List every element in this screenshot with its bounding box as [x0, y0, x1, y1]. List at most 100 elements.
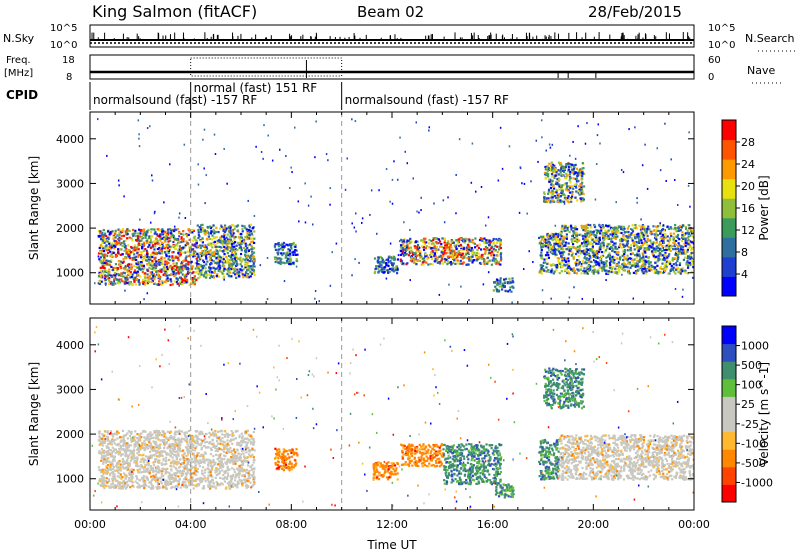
echo-cell: [640, 239, 643, 242]
echo-cell: [612, 236, 615, 240]
echo-cell: [449, 243, 453, 246]
echo-cell: [146, 255, 149, 258]
echo-cell: [105, 234, 108, 238]
sparse-echo: [474, 190, 477, 193]
echo-cell: [112, 274, 116, 277]
echo-cell: [588, 257, 591, 261]
echo-cell: [428, 242, 431, 245]
echo-cell: [273, 257, 277, 261]
sparse-echo: [468, 299, 470, 302]
echo-cell: [152, 253, 155, 257]
echo-cell: [165, 262, 169, 266]
echo-cell: [655, 232, 658, 235]
echo-cell: [562, 237, 565, 241]
echo-cell: [468, 239, 471, 242]
echo-cell: [375, 265, 378, 268]
echo-cell: [163, 251, 167, 254]
echo-cell: [621, 263, 624, 266]
echo-cell: [129, 251, 133, 254]
echo-cell: [448, 242, 451, 245]
echo-cell: [98, 258, 101, 261]
echo-cell: [633, 244, 636, 248]
echo-cell: [483, 258, 486, 261]
echo-cell: [274, 243, 277, 246]
echo-cell: [503, 278, 506, 281]
echo-cell: [641, 252, 645, 255]
echo-cell: [557, 248, 560, 251]
echo-cell: [442, 254, 445, 257]
echo-cell: [549, 243, 552, 247]
echo-cell: [150, 277, 153, 280]
echo-cell: [296, 253, 299, 256]
echo-cell: [686, 266, 690, 269]
echo-cell: [463, 241, 466, 244]
echo-cell: [548, 246, 552, 249]
echo-cell: [494, 248, 497, 252]
echo-cell: [678, 262, 682, 265]
echo-cell: [585, 241, 588, 244]
echo-cell: [378, 265, 381, 268]
echo-cell: [146, 269, 149, 272]
echo-cell: [449, 250, 452, 253]
echo-cell: [215, 258, 218, 261]
echo-cell: [667, 272, 670, 275]
echo-cell: [567, 201, 571, 204]
echo-cell: [600, 250, 604, 254]
sparse-echo: [329, 203, 331, 206]
echo-cell: [496, 245, 499, 248]
echo-cell: [295, 258, 298, 261]
echo-cell: [250, 232, 253, 235]
echo-cell: [590, 260, 593, 264]
echo-cell: [612, 244, 615, 247]
echo-cell: [662, 271, 665, 275]
echo-cell: [175, 268, 178, 271]
echo-cell: [289, 258, 292, 261]
echo-cell: [124, 239, 127, 242]
echo-cell: [216, 273, 219, 276]
sparse-echo: [203, 167, 205, 170]
echo-cell: [639, 257, 642, 261]
echo-cell: [428, 238, 431, 242]
sparse-echo: [551, 143, 554, 146]
echo-cell: [151, 244, 154, 247]
echo-cell: [571, 171, 575, 174]
echo-cell: [691, 262, 694, 265]
echo-cell: [543, 258, 546, 261]
echo-cell: [233, 241, 237, 244]
echo-cell: [554, 182, 558, 186]
echo-cell: [656, 264, 659, 267]
echo-cell: [290, 247, 293, 250]
echo-cell: [167, 243, 170, 246]
echo-cell: [213, 269, 217, 273]
echo-cell: [654, 261, 657, 264]
echo-cell: [553, 242, 556, 245]
echo-cell: [551, 238, 554, 242]
echo-cell: [119, 248, 122, 251]
echo-cell: [664, 248, 667, 252]
echo-cell: [547, 244, 550, 247]
echo-cell: [177, 272, 180, 275]
echo-cell: [163, 273, 167, 277]
echo-cell: [628, 233, 631, 236]
echo-cell: [168, 255, 171, 258]
echo-cell: [211, 234, 214, 237]
echo-cell: [655, 246, 658, 250]
echo-cell: [482, 240, 486, 243]
echo-cell: [566, 200, 569, 203]
echo-cell: [570, 240, 574, 243]
echo-cell: [542, 240, 546, 243]
echo-cell: [199, 256, 202, 259]
echo-cell: [666, 256, 669, 259]
echo-cell: [564, 176, 567, 179]
echo-cell: [117, 259, 121, 263]
sparse-echo: [443, 221, 446, 224]
echo-cell: [436, 261, 439, 264]
echo-cell: [285, 259, 289, 262]
echo-cell: [104, 232, 107, 235]
echo-cell: [558, 178, 561, 181]
echo-cell: [567, 170, 570, 173]
echo-cell: [428, 246, 431, 249]
echo-cell: [564, 198, 568, 201]
echo-cell: [123, 249, 126, 252]
